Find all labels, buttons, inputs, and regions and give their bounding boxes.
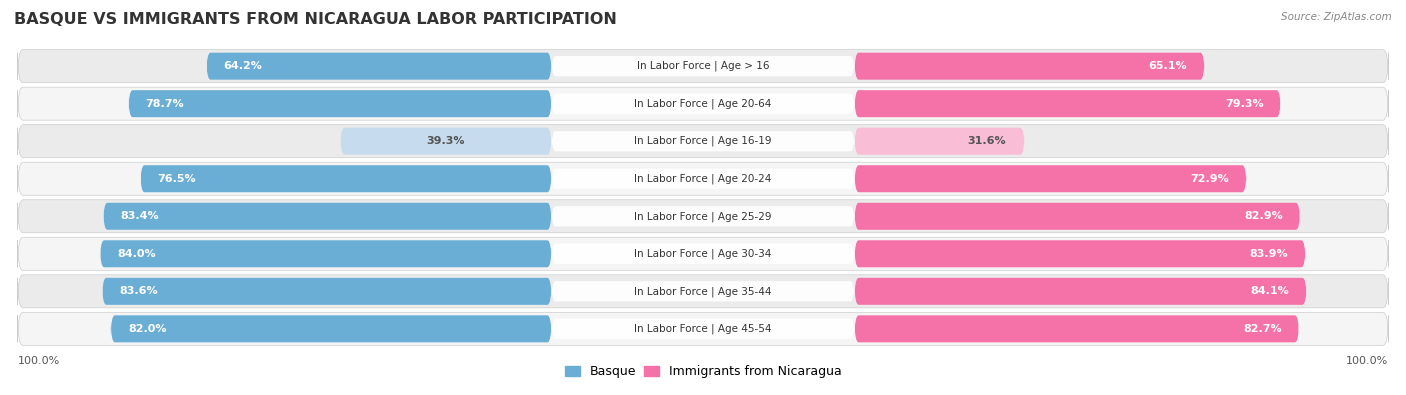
Text: 82.0%: 82.0% — [128, 324, 166, 334]
FancyBboxPatch shape — [855, 128, 1025, 155]
FancyBboxPatch shape — [551, 166, 855, 191]
Text: In Labor Force | Age 16-19: In Labor Force | Age 16-19 — [634, 136, 772, 147]
Text: 84.0%: 84.0% — [117, 249, 156, 259]
FancyBboxPatch shape — [17, 275, 1389, 308]
FancyBboxPatch shape — [855, 53, 1205, 80]
FancyBboxPatch shape — [111, 315, 551, 342]
Text: 83.9%: 83.9% — [1250, 249, 1288, 259]
FancyBboxPatch shape — [855, 90, 1281, 117]
FancyBboxPatch shape — [17, 87, 1389, 120]
Text: BASQUE VS IMMIGRANTS FROM NICARAGUA LABOR PARTICIPATION: BASQUE VS IMMIGRANTS FROM NICARAGUA LABO… — [14, 12, 617, 27]
Text: 82.7%: 82.7% — [1243, 324, 1282, 334]
FancyBboxPatch shape — [141, 165, 551, 192]
Text: 100.0%: 100.0% — [1347, 356, 1389, 366]
FancyBboxPatch shape — [551, 279, 855, 304]
FancyBboxPatch shape — [17, 200, 1389, 233]
Text: 31.6%: 31.6% — [967, 136, 1005, 146]
FancyBboxPatch shape — [551, 316, 855, 341]
Text: In Labor Force | Age 45-54: In Labor Force | Age 45-54 — [634, 324, 772, 334]
FancyBboxPatch shape — [855, 315, 1299, 342]
Text: 64.2%: 64.2% — [224, 61, 263, 71]
Text: In Labor Force | Age > 16: In Labor Force | Age > 16 — [637, 61, 769, 71]
FancyBboxPatch shape — [855, 165, 1246, 192]
Text: In Labor Force | Age 20-24: In Labor Force | Age 20-24 — [634, 173, 772, 184]
Text: 84.1%: 84.1% — [1250, 286, 1289, 296]
FancyBboxPatch shape — [17, 162, 1389, 195]
FancyBboxPatch shape — [855, 203, 1301, 230]
Text: 78.7%: 78.7% — [146, 99, 184, 109]
Text: Source: ZipAtlas.com: Source: ZipAtlas.com — [1281, 12, 1392, 22]
Text: In Labor Force | Age 35-44: In Labor Force | Age 35-44 — [634, 286, 772, 297]
FancyBboxPatch shape — [551, 129, 855, 154]
Text: 39.3%: 39.3% — [426, 136, 465, 146]
Text: In Labor Force | Age 25-29: In Labor Force | Age 25-29 — [634, 211, 772, 222]
FancyBboxPatch shape — [855, 240, 1305, 267]
Legend: Basque, Immigrants from Nicaragua: Basque, Immigrants from Nicaragua — [560, 360, 846, 384]
FancyBboxPatch shape — [17, 237, 1389, 270]
Text: In Labor Force | Age 30-34: In Labor Force | Age 30-34 — [634, 248, 772, 259]
FancyBboxPatch shape — [128, 90, 551, 117]
FancyBboxPatch shape — [551, 54, 855, 79]
Text: 82.9%: 82.9% — [1244, 211, 1282, 221]
Text: 100.0%: 100.0% — [17, 356, 59, 366]
Text: In Labor Force | Age 20-64: In Labor Force | Age 20-64 — [634, 98, 772, 109]
FancyBboxPatch shape — [100, 240, 551, 267]
FancyBboxPatch shape — [17, 312, 1389, 345]
FancyBboxPatch shape — [103, 203, 551, 230]
Text: 65.1%: 65.1% — [1149, 61, 1187, 71]
FancyBboxPatch shape — [551, 91, 855, 116]
FancyBboxPatch shape — [551, 241, 855, 266]
FancyBboxPatch shape — [17, 125, 1389, 158]
FancyBboxPatch shape — [17, 50, 1389, 83]
FancyBboxPatch shape — [207, 53, 551, 80]
Text: 83.6%: 83.6% — [120, 286, 157, 296]
FancyBboxPatch shape — [103, 278, 551, 305]
Text: 72.9%: 72.9% — [1191, 174, 1229, 184]
Text: 79.3%: 79.3% — [1225, 99, 1264, 109]
FancyBboxPatch shape — [855, 278, 1306, 305]
FancyBboxPatch shape — [340, 128, 551, 155]
FancyBboxPatch shape — [551, 204, 855, 229]
Text: 76.5%: 76.5% — [157, 174, 197, 184]
Text: 83.4%: 83.4% — [121, 211, 159, 221]
